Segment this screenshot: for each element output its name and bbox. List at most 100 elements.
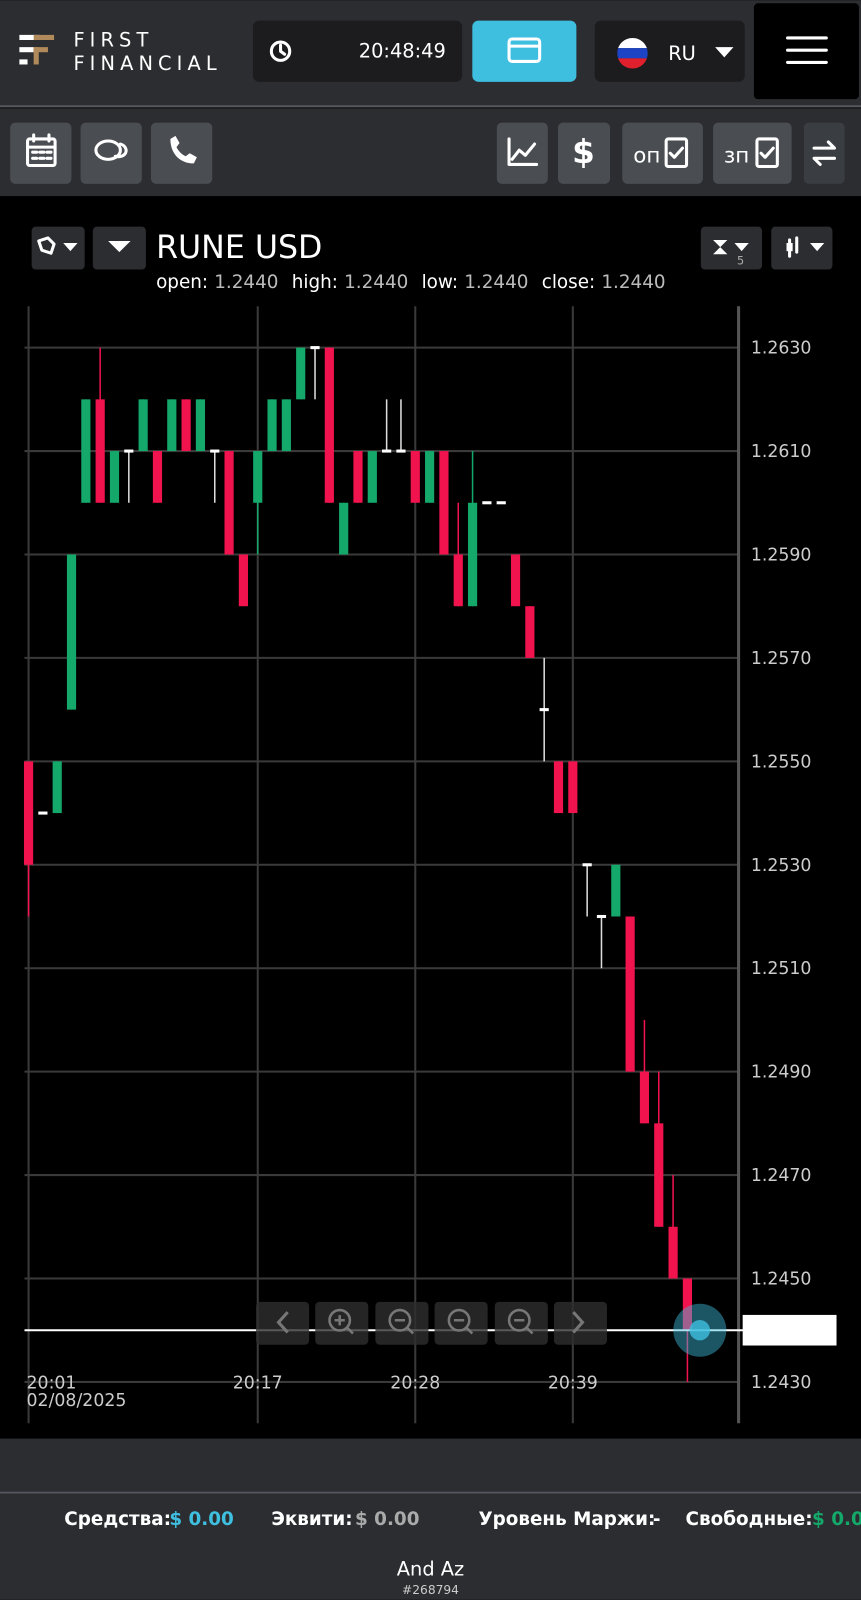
candle-body [654, 1123, 664, 1227]
user-name: And Az [397, 1558, 464, 1581]
price-tag [742, 1314, 837, 1346]
chart-nav-button[interactable] [434, 1301, 488, 1345]
candles-icon [786, 243, 793, 252]
candle-body [23, 761, 34, 865]
candle-body [553, 761, 564, 814]
button-label: зп [724, 143, 749, 168]
candle-body [253, 451, 263, 503]
candle-body [66, 554, 77, 710]
nav-icon [514, 1318, 534, 1335]
chart-icon [507, 137, 539, 166]
clock-hand [279, 43, 287, 56]
x-tick-label: 20:39 [548, 1374, 598, 1394]
clipboard-icon [755, 137, 779, 169]
chart-title: RUNE USD [156, 230, 322, 266]
date-label: 02/08/2025 [27, 1391, 127, 1411]
caret [734, 243, 749, 252]
candle-body [668, 1226, 678, 1279]
nav-icon [507, 1308, 531, 1332]
transfer-button[interactable] [803, 122, 845, 184]
candle-body [152, 451, 163, 503]
footer-value: - [653, 1509, 661, 1530]
nav-icon [276, 1311, 289, 1334]
chart-nav-button[interactable] [375, 1301, 429, 1345]
clock-time: 20:48:49 [359, 40, 446, 63]
candle-body [296, 347, 306, 400]
button-label: оп [633, 143, 660, 168]
candle-body [324, 347, 334, 503]
chart-type-button[interactable] [771, 226, 833, 270]
phone-button[interactable] [150, 122, 213, 184]
candle-body [281, 399, 291, 452]
ohlc-label: close: [542, 272, 595, 293]
caret [108, 240, 131, 253]
dollar-icon: $ [572, 133, 595, 171]
interval-value: 5 [737, 254, 744, 267]
footer-label: Свободные: [686, 1509, 813, 1530]
hamburger-icon [786, 36, 828, 64]
candle-body [181, 399, 191, 452]
footer-value: $ 0.00 [355, 1509, 419, 1530]
candle-body [38, 811, 48, 815]
candle-body [167, 399, 177, 452]
candle-body [639, 1071, 650, 1124]
footer-value: $ 0.00 [812, 1509, 861, 1530]
y-tick-label: 1.2490 [751, 1063, 812, 1083]
panel-gap [0, 1438, 861, 1492]
interval-button[interactable] [700, 226, 763, 270]
candle-body [453, 554, 463, 607]
calendar-icon [26, 133, 57, 168]
footer-value: $ 0.00 [169, 1509, 233, 1530]
y-tick-label: 1.2570 [751, 649, 812, 669]
x-tick-label: 20:28 [390, 1374, 440, 1394]
nav-icon [334, 1315, 354, 1335]
account-id: #268794 [402, 1583, 459, 1597]
candle-body [539, 708, 549, 712]
ohlc-header: open: 1.2440 high: 1.2440 low: 1.2440 close: 1.… [156, 272, 666, 293]
clock-box [252, 20, 463, 82]
nav-icon [388, 1308, 412, 1332]
nav-icon [328, 1308, 352, 1332]
candle-body [496, 501, 506, 505]
candle-body [510, 554, 521, 607]
chart-nav-button[interactable] [256, 1301, 310, 1345]
nav-icon [453, 1318, 474, 1335]
y-tick-label: 1.2550 [751, 752, 812, 772]
y-tick-label: 1.2610 [751, 442, 812, 462]
candle-body [382, 449, 392, 453]
ohlc-label: high: [292, 272, 338, 293]
chart-nav-button[interactable] [494, 1301, 548, 1345]
candle-body [238, 554, 248, 607]
candle-body [682, 1278, 693, 1331]
y-tick-label: 1.2430 [751, 1373, 812, 1393]
hourglass-icon [713, 239, 728, 255]
ohlc-value: 1.2440 [344, 272, 408, 293]
footer-label: Средства: [64, 1509, 171, 1530]
footer-label: Уровень Маржи: [478, 1509, 655, 1530]
ohlc-label: low: [422, 272, 459, 293]
candle-body [625, 916, 635, 1072]
candle-body [267, 399, 277, 452]
deposit-button[interactable] [472, 20, 577, 82]
candle-body [425, 451, 435, 503]
footer-label: Эквити: [271, 1509, 352, 1530]
caret [715, 47, 734, 58]
ohlc-value: 1.2440 [464, 272, 528, 293]
trade-button[interactable] [558, 122, 611, 184]
y-tick-label: 1.2630 [751, 339, 812, 359]
chat-button[interactable] [80, 122, 142, 184]
logo: FIRST FINANCIAL [19, 29, 221, 75]
chart-nav-button[interactable] [315, 1301, 369, 1345]
nav-icon [447, 1308, 471, 1332]
account-footer [0, 1493, 861, 1600]
y-tick-label: 1.2470 [751, 1166, 812, 1186]
candle-body [482, 501, 492, 505]
transfer-icon [812, 140, 837, 166]
logo-text: FIRST [73, 29, 153, 52]
candle-body [582, 863, 592, 867]
nav-icon [572, 1311, 585, 1334]
logo-text: FINANCIAL [73, 52, 221, 75]
y-tick-label: 1.2530 [751, 856, 812, 876]
